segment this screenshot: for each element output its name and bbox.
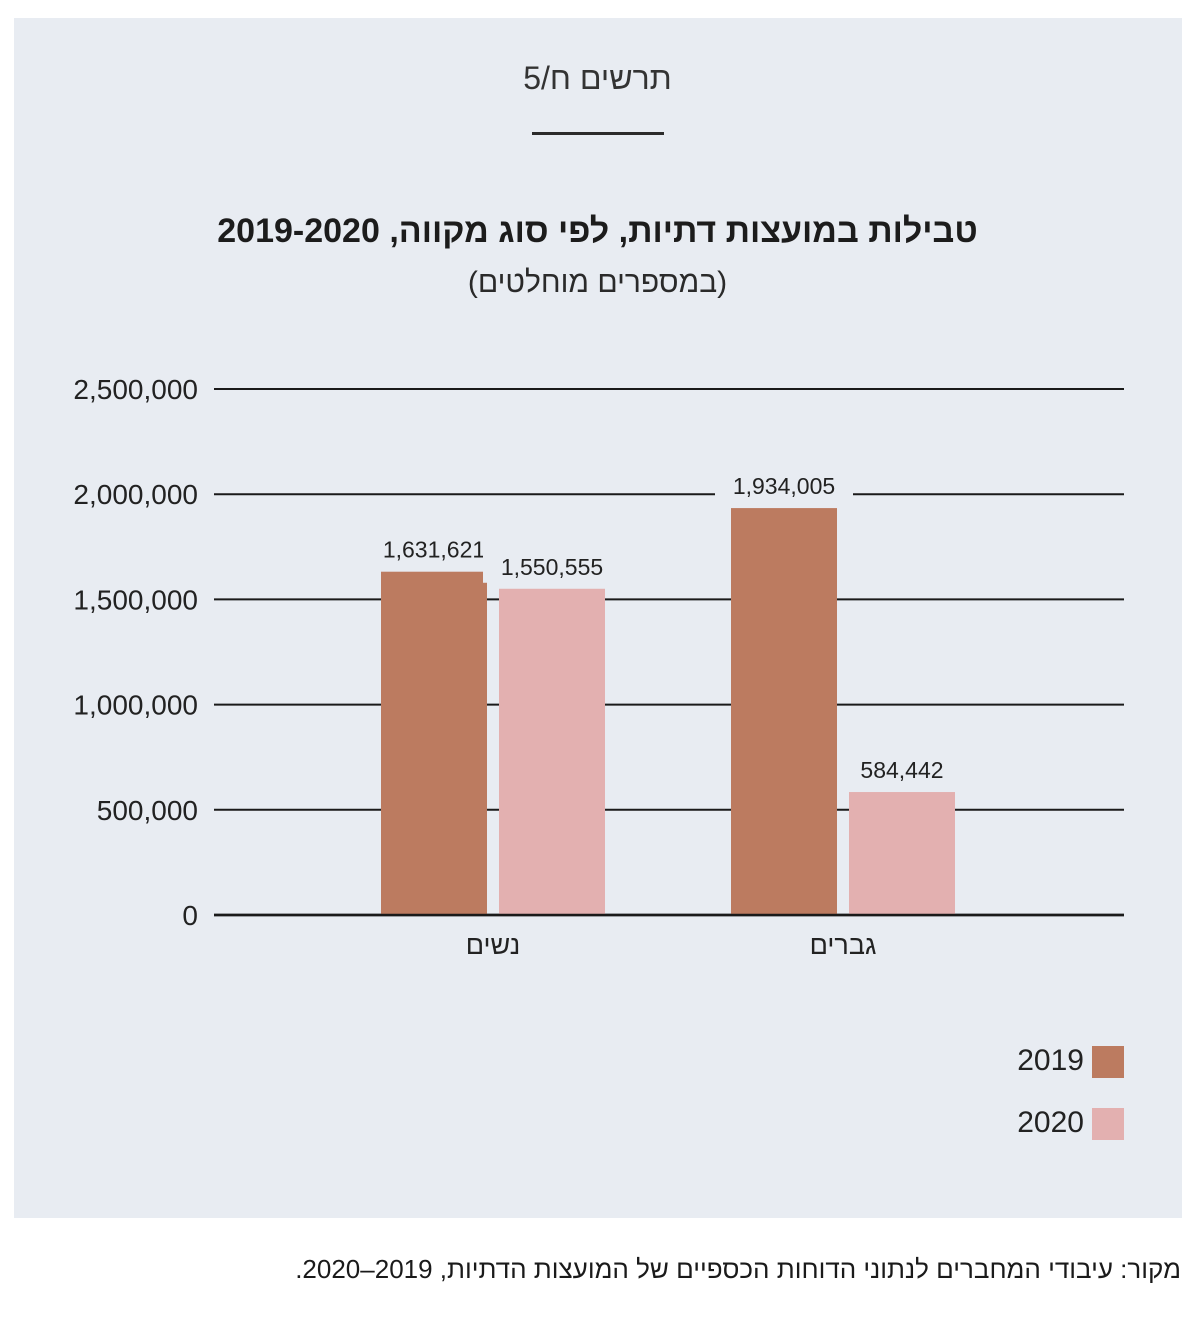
y-tick-label: 2,500,000 [73, 374, 198, 405]
bar [849, 792, 955, 915]
data-label-backdrop [365, 533, 503, 566]
bar [731, 508, 837, 915]
chart-title: טבילות במועצות דתיות, לפי סוג מקווה, 201… [217, 212, 978, 250]
data-label-backdrop [483, 550, 621, 583]
bar [381, 571, 487, 915]
y-tick-label: 1,500,000 [73, 584, 198, 615]
figure-label: תרשים ח/5 [523, 60, 672, 96]
data-label: 1,934,005 [733, 473, 835, 499]
legend-label: 2020 [1017, 1106, 1084, 1139]
data-label: 1,631,621 [383, 537, 485, 563]
legend-swatch [1092, 1046, 1124, 1078]
x-category-label: גברים [810, 930, 877, 960]
figure-label-underline [532, 132, 664, 135]
data-label-backdrop [847, 754, 957, 787]
chart-subtitle: (במספרים מוחלטים) [467, 266, 728, 299]
y-tick-label: 0 [182, 900, 198, 931]
data-label: 1,550,555 [501, 554, 603, 580]
source-note: מקור: עיבודי המחברים לנתוני הדוחות הכספי… [295, 1254, 1181, 1284]
legend-label: 2019 [1017, 1044, 1084, 1077]
y-tick-label: 1,000,000 [73, 690, 198, 721]
x-category-label: נשים [466, 930, 520, 960]
legend-swatch [1092, 1108, 1124, 1140]
data-label-backdrop [715, 470, 853, 503]
data-label: 584,442 [860, 757, 943, 783]
bar-chart: 0 500,000 1,000,000 1,500,000 2,000,000 2,500… [73, 374, 1124, 960]
y-tick-label: 500,000 [97, 795, 198, 826]
bar [499, 588, 605, 915]
y-tick-label: 2,000,000 [73, 479, 198, 510]
